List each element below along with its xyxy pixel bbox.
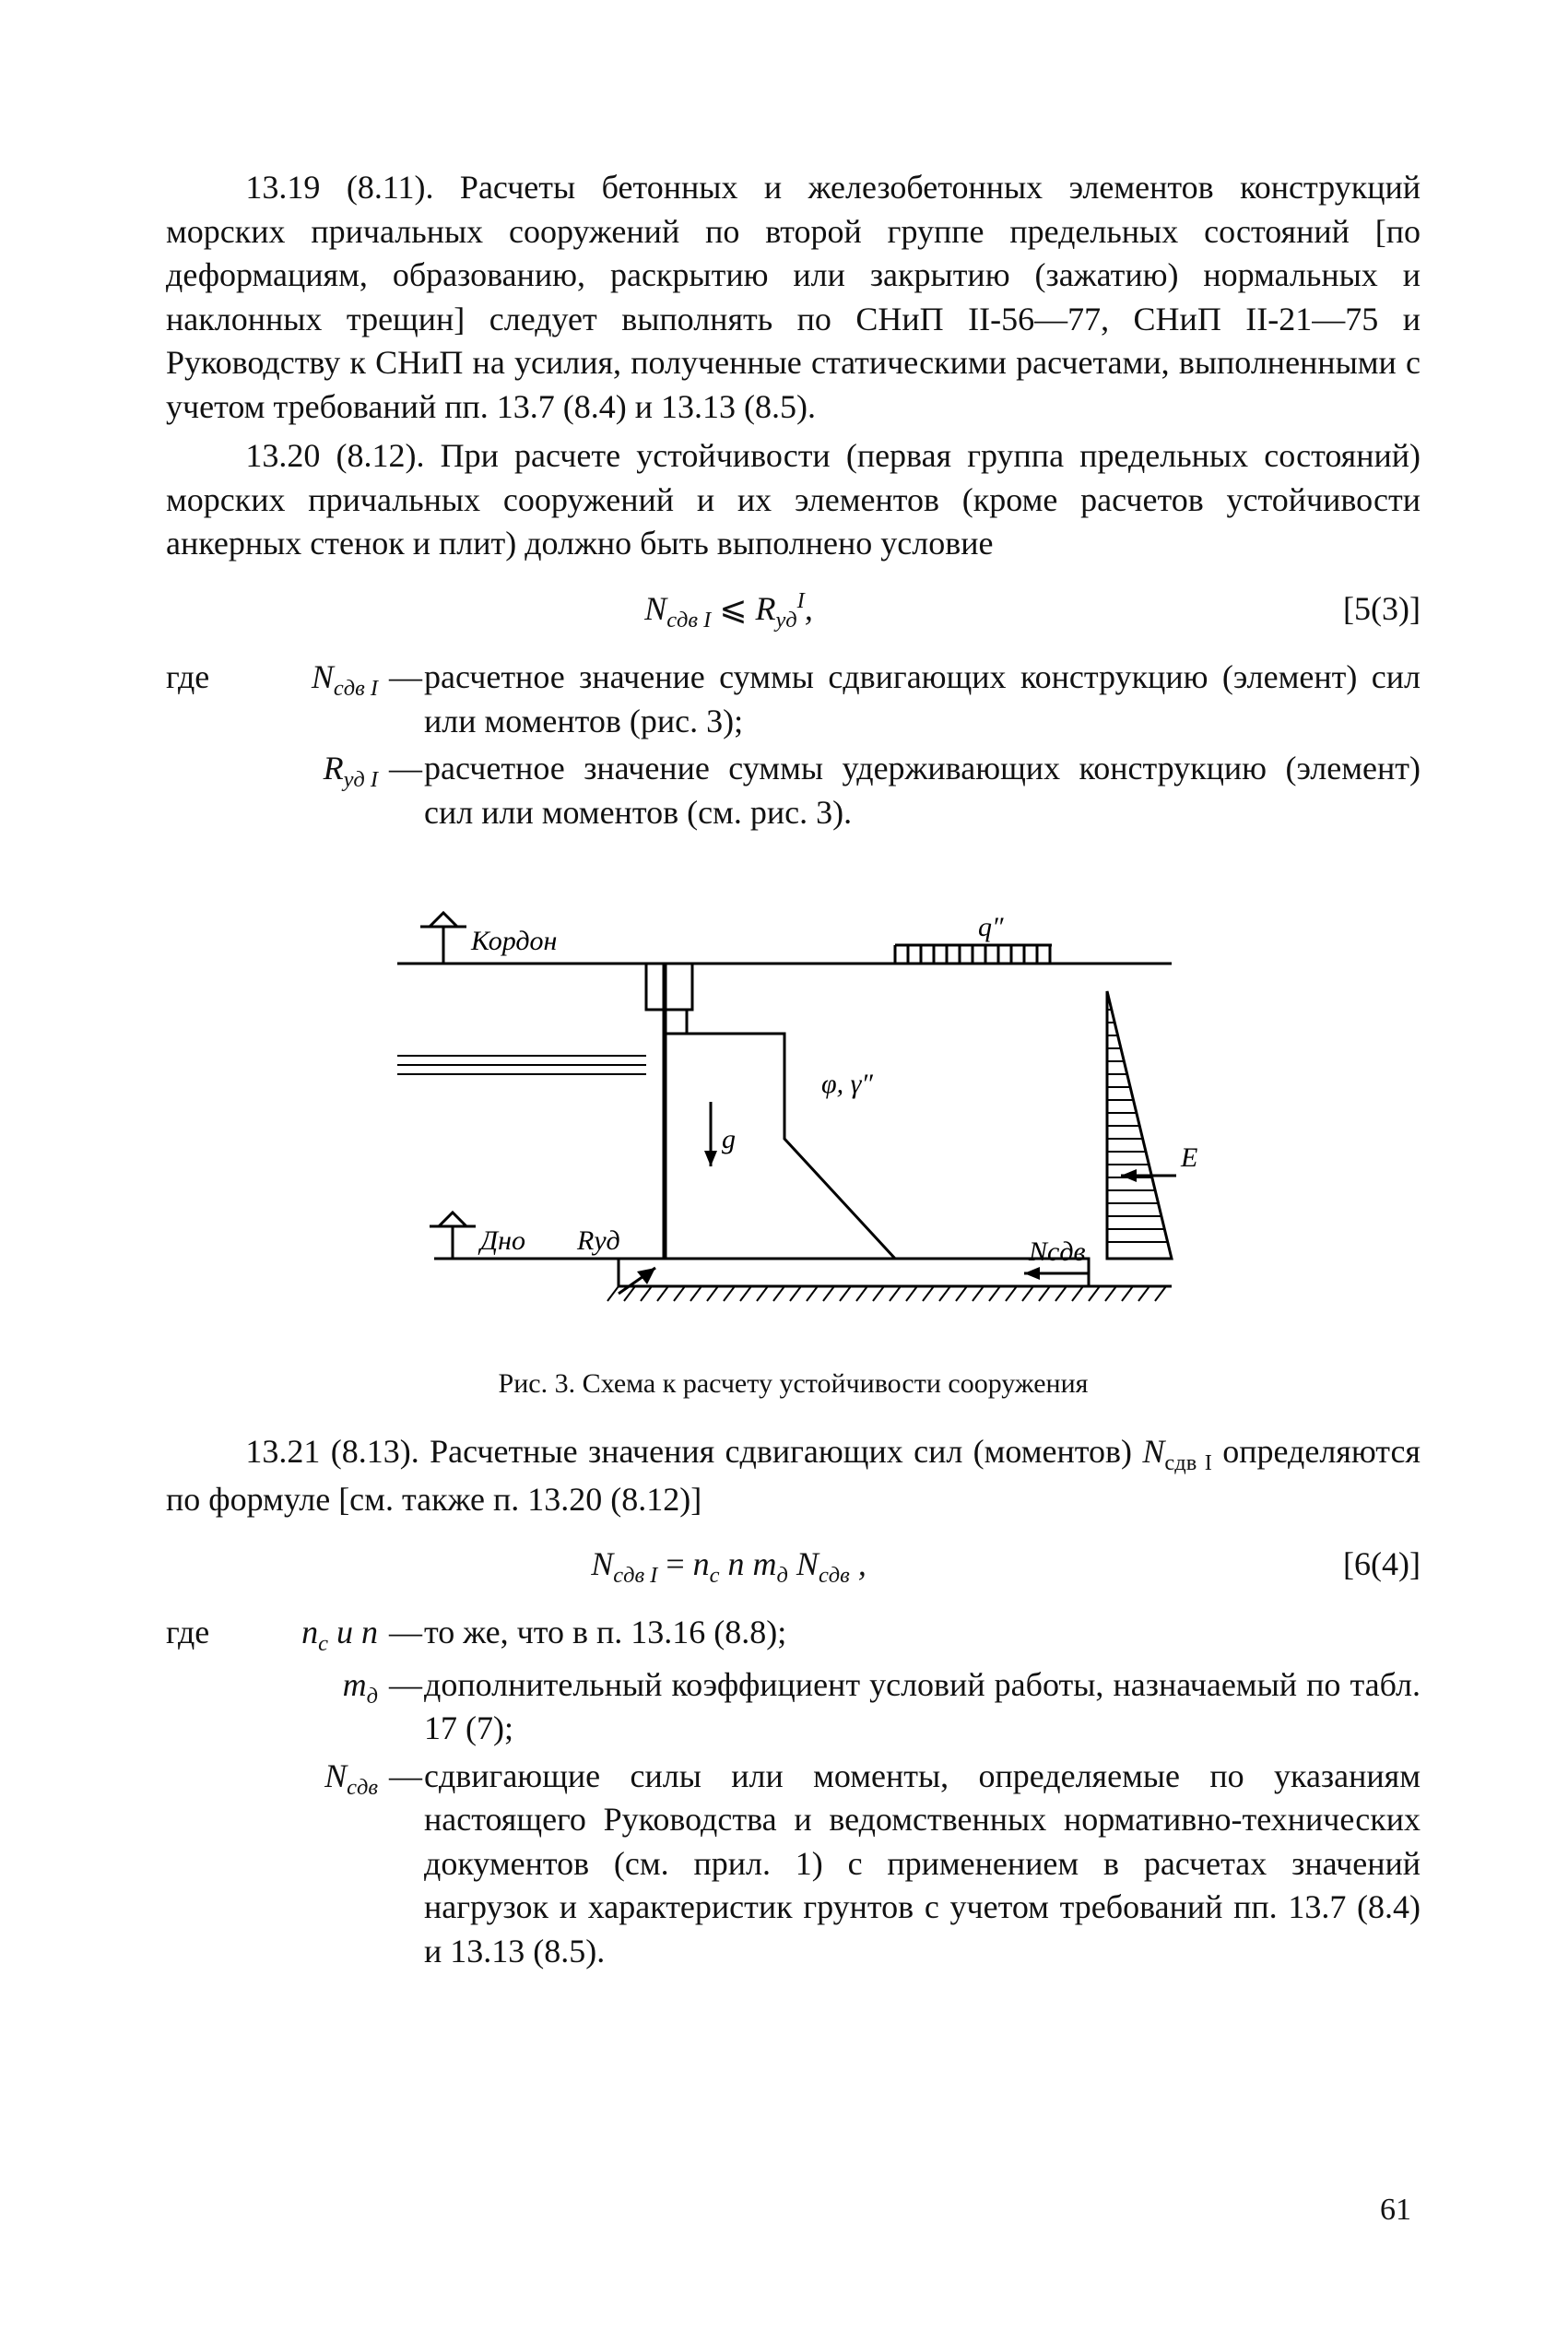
definition-dash: — (387, 1611, 424, 1655)
definitions-block-1: гдеNсдв I—расчетное значение суммы сдвиг… (166, 656, 1421, 834)
definition-text: дополнительный коэффициент условий работ… (424, 1663, 1421, 1751)
figure-3-svg: Кордон Дно q″ φ, γ″ g Rуд Nсдв E (342, 862, 1245, 1342)
fig-label-e: E (1180, 1142, 1197, 1173)
fig-label-phi: φ, γ″ (821, 1069, 873, 1099)
equation-5-3-number: [5(3)] (1291, 587, 1421, 632)
definition-symbol: Nсдв I (249, 656, 387, 704)
definition-row: Nсдв—сдвигающие силы или моменты, опреде… (166, 1755, 1421, 1974)
definition-symbol: nc и n (249, 1611, 387, 1660)
definition-row: гдеnc и n—то же, что в п. 13.16 (8.8); (166, 1611, 1421, 1660)
fig-label-g: g (722, 1124, 736, 1154)
equation-5-3-body: Nсдв I ⩽ RудI, (166, 586, 1291, 636)
fig-label-rud: Rуд (576, 1225, 620, 1256)
page: 13.19 (8.11). Расчеты бетонных и железоб… (0, 0, 1568, 2342)
equation-6-4-body: Nсдв I = nc n mд Nсдв , (166, 1543, 1291, 1591)
definition-row: mд—дополнительный коэффициент условий ра… (166, 1663, 1421, 1751)
definition-dash: — (387, 656, 424, 700)
paragraph-13-21: 13.21 (8.13). Расчетные значения сдвигаю… (166, 1430, 1421, 1522)
fig-label-dno: Дно (477, 1225, 525, 1256)
definition-row: Rуд I—расчетное значение суммы удерживаю… (166, 747, 1421, 834)
definition-lead: где (166, 656, 249, 700)
fig-label-ncdb: Nсдв (1028, 1236, 1086, 1267)
figure-3-caption: Рис. 3. Схема к расчету устойчивости соо… (166, 1366, 1421, 1402)
definition-symbol: Nсдв (249, 1755, 387, 1804)
definition-text: расчетное значение суммы сдвигающих конс… (424, 656, 1421, 743)
definition-text: сдвигающие силы или моменты, определяемы… (424, 1755, 1421, 1974)
paragraph-13-19: 13.19 (8.11). Расчеты бетонных и железоб… (166, 166, 1421, 429)
equation-5-3: Nсдв I ⩽ RудI, [5(3)] (166, 586, 1421, 636)
definition-dash: — (387, 747, 424, 791)
fig-label-kordon: Кордон (470, 926, 557, 956)
definition-dash: — (387, 1663, 424, 1708)
definition-symbol: Rуд I (249, 747, 387, 796)
equation-6-4-number: [6(4)] (1291, 1543, 1421, 1587)
definition-text: то же, что в п. 13.16 (8.8); (424, 1611, 1421, 1655)
definitions-block-2: гдеnc и n—то же, что в п. 13.16 (8.8);mд… (166, 1611, 1421, 1973)
page-number: 61 (1380, 2190, 1411, 2231)
definition-text: расчетное значение суммы удерживающих ко… (424, 747, 1421, 834)
definition-lead: где (166, 1611, 249, 1655)
definition-row: гдеNсдв I—расчетное значение суммы сдвиг… (166, 656, 1421, 743)
definition-symbol: mд (249, 1663, 387, 1712)
definition-dash: — (387, 1755, 424, 1799)
equation-6-4: Nсдв I = nc n mд Nсдв , [6(4)] (166, 1543, 1421, 1591)
figure-3: Кордон Дно q″ φ, γ″ g Rуд Nсдв E Рис. 3.… (166, 862, 1421, 1402)
fig-label-q: q″ (978, 912, 1004, 942)
paragraph-13-20: 13.20 (8.12). При расчете устойчивости (… (166, 434, 1421, 566)
